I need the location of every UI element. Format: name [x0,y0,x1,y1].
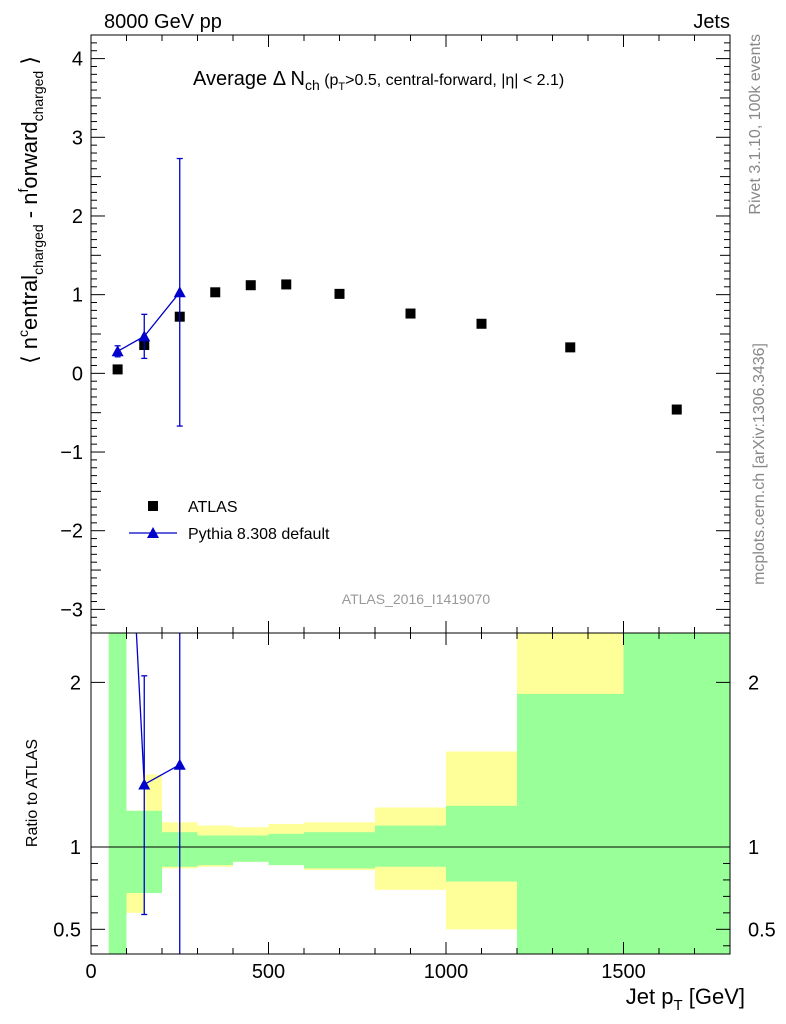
pythia-ratio-point [138,778,151,790]
y-tick-label: −1 [60,442,83,464]
x-tick-labels: 0 500 1000 1500 [85,961,645,983]
x-axis-label: Jet pT [GeV] [626,984,745,1014]
pythia-ratio-point [173,758,186,770]
atlas-data-point [281,279,292,290]
atlas-data-point [671,404,682,415]
y-tick-label: 4 [72,49,83,71]
y-tick-label: −3 [60,599,83,621]
ratio-y-tick-label: 2 [70,672,81,694]
pythia-data-point [173,286,186,298]
x-tick-label: 500 [252,961,285,983]
rivet-label: Rivet 3.1.10, 100k events [747,34,764,215]
y-tick-label: 1 [72,285,83,307]
legend-atlas-label: ATLAS [188,499,238,516]
legend-atlas-marker [148,501,158,511]
ratio-uncertainty-bands [108,633,730,954]
stat-uncertainty-band [375,825,446,867]
y-tick-label: 2 [72,206,83,228]
ratio-y-axis-label: Ratio to ATLAS [24,739,41,847]
pythia-ratio-line [135,632,181,786]
y-tick-label: 3 [72,127,83,149]
ratio-y-tick-labels: 0.5 0.5 1 1 2 2 [53,672,776,941]
y-tick-label: −2 [60,521,83,543]
stat-uncertainty-band [268,833,304,866]
x-tick-label: 1000 [424,961,469,983]
main-y-tick-labels: 4 3 2 1 0 −1 −2 −3 [60,49,83,622]
stat-uncertainty-band [623,633,730,954]
stat-uncertainty-band [197,835,233,866]
stat-uncertainty-band [304,832,375,869]
pythia-data-point [111,345,124,357]
stat-uncertainty-band [517,693,624,954]
atlas-data-point [112,364,123,375]
main-plot-ticks [91,34,731,634]
plot-title: Average Δ Nch (pT>0.5, central-forward, … [193,68,564,93]
ratio-y-tick-label: 0.5 [53,919,81,941]
ratio-plot-panel: 0.5 0.5 1 1 2 2 0 500 1000 1500 Ratio to ATLAS J… [24,632,776,1014]
ratio-y-tick-label-right: 0.5 [748,919,776,941]
atlas-data-point [405,308,416,319]
ratio-y-tick-label-right: 1 [748,837,759,859]
ratio-plot-marks [135,632,186,954]
main-plot-frame [90,34,731,634]
analysis-watermark: ATLAS_2016_I1419070 [342,591,491,607]
x-tick-label: 1500 [601,961,646,983]
main-plot-panel: 4 3 2 1 0 −1 −2 −3 Average Δ Nch (pT>0.5, centr… [15,34,731,634]
ratio-y-tick-label-right: 2 [748,672,759,694]
legend: ATLAS Pythia 8.308 default [129,499,330,543]
atlas-data-point [245,280,256,291]
main-plot-marks [111,157,682,427]
pythia-data-point [138,330,151,342]
atlas-data-point [476,318,487,329]
header-right: Jets [693,11,730,33]
legend-pythia-marker [147,527,159,538]
atlas-data-point [334,288,345,299]
legend-pythia-label: Pythia 8.308 default [188,526,330,543]
y-tick-label: 0 [72,363,83,385]
stat-uncertainty-band [233,835,269,862]
stat-uncertainty-band [126,810,145,894]
atlas-data-point [565,342,576,353]
ratio-plot-ticks [91,633,731,954]
stat-uncertainty-band [144,810,162,894]
ratio-y-tick-label: 1 [70,837,81,859]
stat-uncertainty-band [108,633,127,954]
atlas-data-point [210,287,221,298]
stat-uncertainty-band [446,805,517,882]
mcplots-label: mcplots.cern.ch [arXiv:1306.3436] [751,343,768,585]
x-tick-label: 0 [85,961,96,983]
main-y-axis-label: ⟨ ncentralcharged - nforwardcharged ⟩ [15,56,46,364]
header-left: 8000 GeV pp [104,11,222,33]
